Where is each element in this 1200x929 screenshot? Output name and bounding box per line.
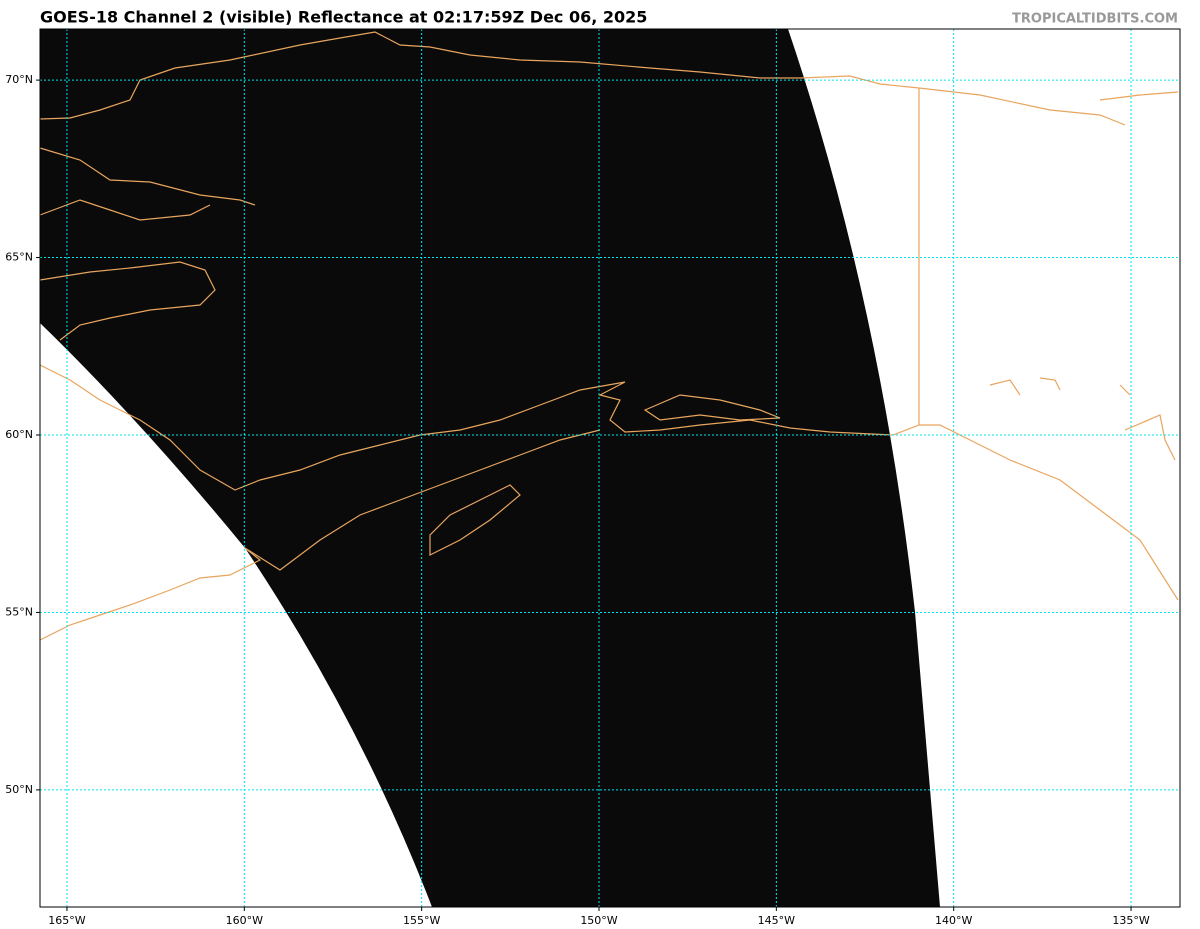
x-tick-label: 155°W (403, 914, 440, 927)
y-tick-label: 70°N (5, 73, 33, 86)
y-tick-label: 60°N (5, 428, 33, 441)
coastline (39, 261, 216, 341)
map-area (39, 28, 1181, 908)
coastline (1099, 91, 1179, 101)
coastline (989, 377, 1176, 461)
x-tick-label: 165°W (48, 914, 85, 927)
satellite-swath (40, 29, 940, 907)
y-tick-label: 50°N (5, 783, 33, 796)
coastline (39, 364, 1179, 601)
coastline (244, 429, 601, 571)
coastline (39, 547, 262, 641)
coastlines (39, 31, 1179, 641)
coastline (39, 31, 1126, 126)
graticule (40, 29, 1180, 907)
x-tick-label: 150°W (580, 914, 617, 927)
y-tick-label: 55°N (5, 605, 33, 618)
y-tick-label: 65°N (5, 251, 33, 264)
coastline (39, 147, 256, 221)
watermark: TROPICALTIDBITS.COM (1012, 12, 1178, 27)
coastline (643, 394, 781, 421)
map-frame (39, 28, 1181, 908)
x-tick-label: 160°W (226, 914, 263, 927)
map-title: GOES-18 Channel 2 (visible) Reflectance … (40, 8, 647, 27)
x-tick-label: 145°W (758, 914, 795, 927)
coastline (429, 484, 521, 556)
tick-labels: 165°W 160°W 155°W 150°W 145°W 140°W 135°W 50°N 5… (5, 73, 1150, 927)
x-tick-label: 140°W (935, 914, 972, 927)
x-tick-label: 135°W (1112, 914, 1149, 927)
